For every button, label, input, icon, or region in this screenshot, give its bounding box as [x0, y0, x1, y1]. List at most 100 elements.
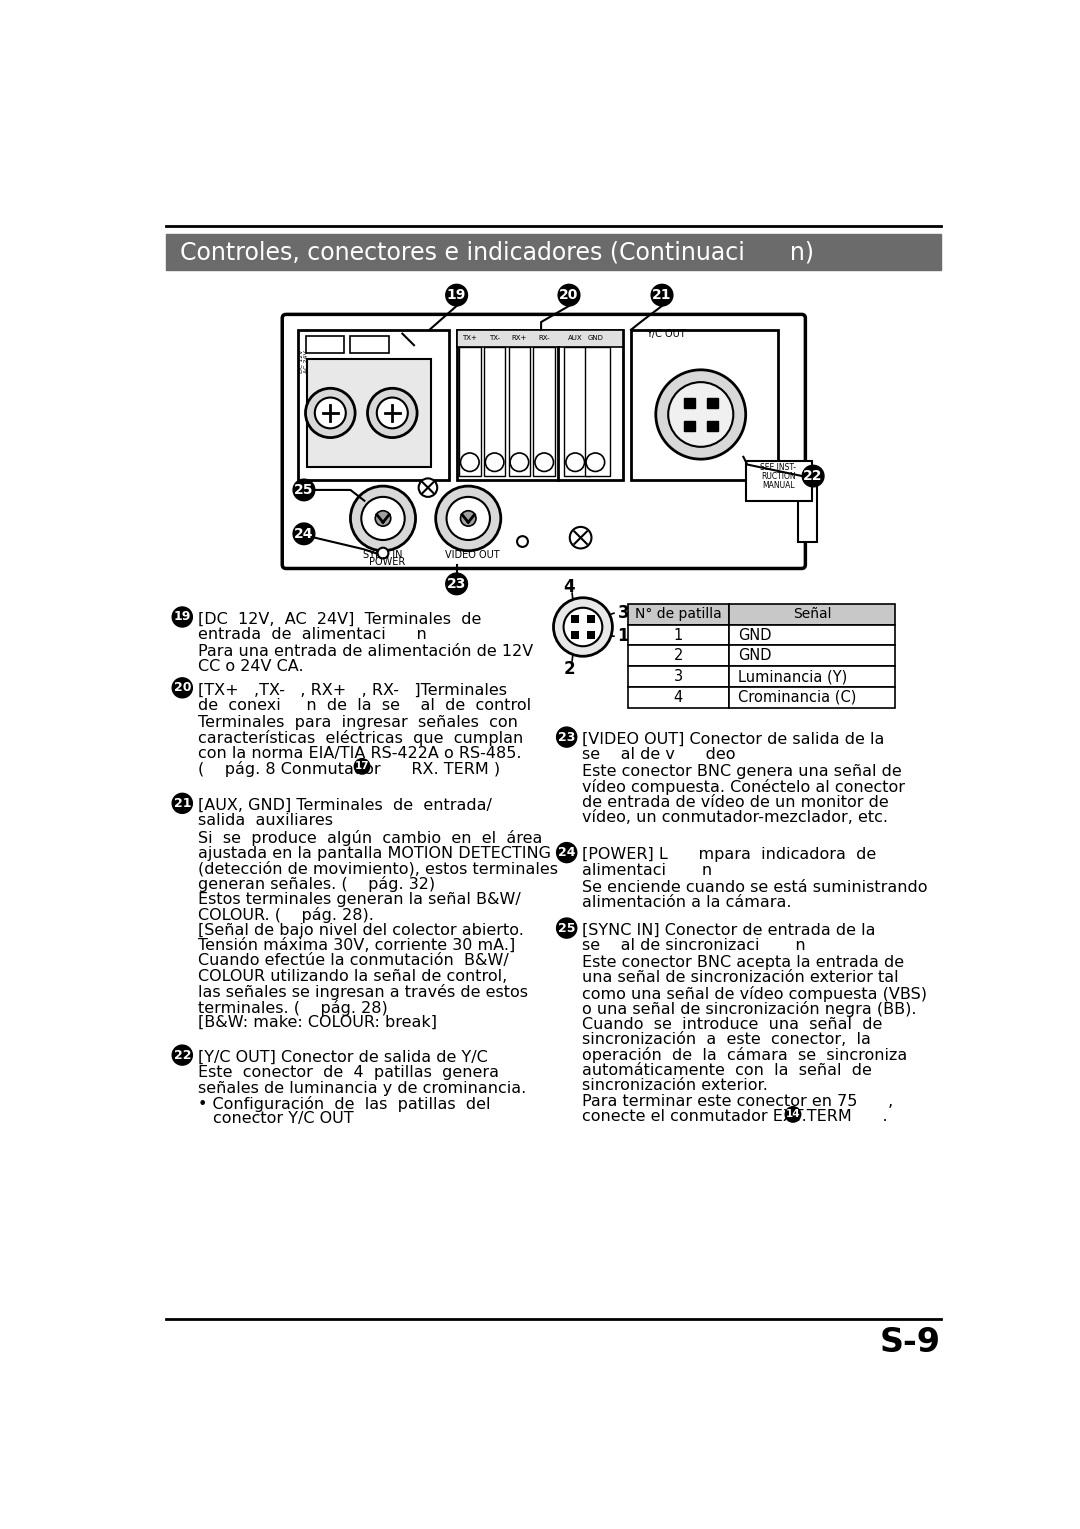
- Text: sincronización  a  este  conector,  la: sincronización a este conector, la: [582, 1032, 872, 1047]
- Text: Luminancia (Y): Luminancia (Y): [738, 670, 847, 683]
- Circle shape: [556, 842, 577, 862]
- Text: Para una entrada de alimentación de 12V: Para una entrada de alimentación de 12V: [198, 644, 534, 659]
- Bar: [627, 645, 729, 667]
- Text: 3: 3: [674, 670, 683, 683]
- Text: RX+: RX+: [512, 335, 527, 341]
- Text: VIDEO OUT: VIDEO OUT: [445, 550, 499, 561]
- Text: una señal de sincronización exterior tal: una señal de sincronización exterior tal: [582, 971, 899, 985]
- Text: 2: 2: [674, 648, 683, 664]
- Text: automáticamente  con  la  señal  de: automáticamente con la señal de: [582, 1063, 872, 1078]
- Text: 2: 2: [563, 659, 575, 677]
- Text: 20: 20: [174, 682, 191, 694]
- Bar: [684, 420, 694, 431]
- Bar: [798, 476, 816, 541]
- Bar: [484, 347, 505, 476]
- Text: COLOUR utilizando la señal de control,: COLOUR utilizando la señal de control,: [198, 969, 507, 983]
- Text: 19: 19: [174, 610, 191, 624]
- Bar: [571, 631, 579, 639]
- Circle shape: [172, 1046, 192, 1066]
- Text: 22: 22: [174, 1049, 191, 1061]
- Text: TX-: TX-: [489, 335, 500, 341]
- Text: 4: 4: [674, 690, 683, 705]
- Text: vídeo compuesta. Conéctelo al conector: vídeo compuesta. Conéctelo al conector: [582, 780, 905, 795]
- Circle shape: [293, 479, 314, 500]
- Circle shape: [354, 758, 369, 774]
- Text: Y/C OUT: Y/C OUT: [647, 329, 686, 339]
- Text: 23: 23: [558, 731, 576, 743]
- Bar: [631, 330, 779, 480]
- Bar: [684, 398, 694, 408]
- Text: 4: 4: [563, 578, 575, 596]
- Text: con la norma EIA/TIA RS-422A o RS-485.: con la norma EIA/TIA RS-422A o RS-485.: [198, 746, 522, 760]
- Bar: [457, 330, 623, 347]
- Text: se    al de sincronizaci       n: se al de sincronizaci n: [582, 939, 806, 953]
- Circle shape: [556, 728, 577, 748]
- Text: [B&W: make: COLOUR: break]: [B&W: make: COLOUR: break]: [198, 1015, 436, 1031]
- Text: [SYNC IN] Conector de entrada de la: [SYNC IN] Conector de entrada de la: [582, 922, 876, 937]
- Text: CC o 24V CA.: CC o 24V CA.: [198, 659, 303, 674]
- Text: Este conector BNC genera una señal de: Este conector BNC genera una señal de: [582, 764, 902, 780]
- Circle shape: [446, 284, 468, 306]
- Text: [TX+   ,TX-   , RX+   , RX-   ]Terminales: [TX+ ,TX- , RX+ , RX- ]Terminales: [198, 682, 507, 697]
- Bar: [729, 667, 895, 687]
- Text: características  eléctricas  que  cumplan: características eléctricas que cumplan: [198, 731, 523, 746]
- Circle shape: [378, 547, 389, 558]
- Text: TX+: TX+: [462, 335, 477, 341]
- Text: 24: 24: [558, 846, 576, 859]
- Bar: [627, 625, 729, 645]
- Bar: [586, 631, 595, 639]
- Bar: [729, 645, 895, 667]
- Text: Crominancia (C): Crominancia (C): [738, 690, 856, 705]
- Text: S-9: S-9: [880, 1326, 941, 1359]
- Text: Controles, conectores e indicadores (Continuaci      n): Controles, conectores e indicadores (Con…: [180, 240, 814, 265]
- Bar: [298, 330, 449, 480]
- Circle shape: [350, 486, 416, 550]
- Text: (detección de movimiento), estos terminales: (detección de movimiento), estos termina…: [198, 861, 557, 876]
- Bar: [584, 347, 610, 476]
- Text: las señales se ingresan a través de estos: las señales se ingresan a través de esto…: [198, 985, 528, 1000]
- Circle shape: [517, 537, 528, 547]
- Bar: [534, 347, 555, 476]
- Circle shape: [558, 284, 580, 306]
- Text: Cuando  se  introduce  una  señal  de: Cuando se introduce una señal de: [582, 1017, 882, 1032]
- Circle shape: [446, 573, 468, 595]
- Circle shape: [554, 598, 612, 656]
- Text: de entrada de vídeo de un monitor de: de entrada de vídeo de un monitor de: [582, 795, 889, 810]
- Text: AUX: AUX: [568, 335, 582, 341]
- Circle shape: [460, 453, 480, 471]
- Text: RX-: RX-: [539, 335, 550, 341]
- Bar: [627, 667, 729, 687]
- Circle shape: [556, 917, 577, 939]
- Text: 1: 1: [618, 627, 629, 645]
- Bar: [459, 347, 481, 476]
- Bar: [166, 234, 941, 271]
- Text: AC 24V: AC 24V: [303, 350, 309, 373]
- Circle shape: [172, 794, 192, 813]
- Text: [Y/C OUT] Conector de salida de Y/C: [Y/C OUT] Conector de salida de Y/C: [198, 1050, 487, 1064]
- Text: RUCTION: RUCTION: [761, 472, 796, 482]
- Circle shape: [460, 511, 476, 526]
- Text: [DC  12V,  AC  24V]  Terminales  de: [DC 12V, AC 24V] Terminales de: [198, 612, 482, 627]
- Circle shape: [651, 284, 673, 306]
- Text: Este  conector  de  4  patillas  genera: Este conector de 4 patillas genera: [198, 1066, 499, 1079]
- Bar: [571, 616, 579, 624]
- Text: 21: 21: [174, 797, 191, 810]
- Text: sincronización exterior.: sincronización exterior.: [582, 1078, 768, 1093]
- Bar: [350, 336, 389, 353]
- Text: GND: GND: [738, 627, 771, 642]
- Text: generan señales. (    pág. 32): generan señales. ( pág. 32): [198, 876, 435, 893]
- Text: Este conector BNC acepta la entrada de: Este conector BNC acepta la entrada de: [582, 956, 904, 969]
- Circle shape: [802, 465, 824, 486]
- Circle shape: [656, 370, 745, 459]
- Text: POWER: POWER: [368, 557, 405, 567]
- Text: Tensión máxima 30V, corriente 30 mA.]: Tensión máxima 30V, corriente 30 mA.]: [198, 939, 515, 953]
- Bar: [586, 616, 595, 624]
- Circle shape: [419, 479, 437, 497]
- Text: SYNC IN: SYNC IN: [363, 550, 403, 561]
- Bar: [509, 347, 530, 476]
- Circle shape: [172, 607, 192, 627]
- Circle shape: [367, 388, 417, 437]
- Text: 24: 24: [294, 528, 313, 541]
- Text: ajustada en la pantalla MOTION DETECTING: ajustada en la pantalla MOTION DETECTING: [198, 846, 551, 861]
- Bar: [627, 604, 729, 625]
